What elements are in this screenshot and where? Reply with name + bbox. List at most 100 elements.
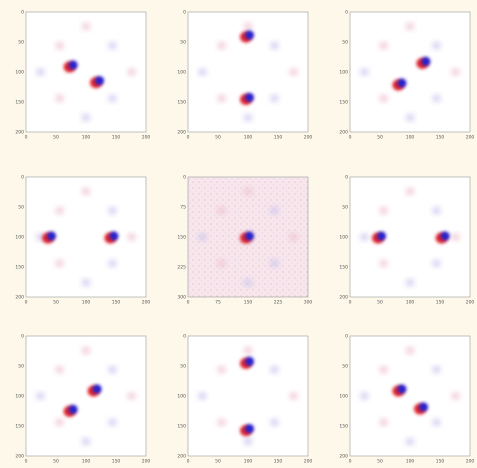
x-tick-label: 0 bbox=[25, 459, 28, 465]
faint-blob bbox=[360, 393, 368, 400]
faint-blob bbox=[432, 42, 440, 49]
blue-lobe bbox=[245, 424, 254, 433]
x-tick-label: 75 bbox=[215, 300, 221, 306]
y-tick-label: 0 bbox=[183, 175, 186, 181]
faint-blob bbox=[108, 260, 116, 267]
blue-lobe bbox=[109, 232, 118, 241]
faint-blob bbox=[452, 69, 460, 76]
blue-lobe bbox=[397, 385, 406, 394]
panel: 050100150200050100150200 bbox=[177, 334, 312, 465]
faint-blob bbox=[218, 95, 226, 102]
x-tick-label: 200 bbox=[304, 459, 313, 465]
y-tick-label: 100 bbox=[177, 70, 186, 76]
x-tick-label: 100 bbox=[82, 135, 91, 141]
faint-blob bbox=[128, 69, 136, 76]
y-tick-label: 100 bbox=[15, 394, 24, 400]
x-tick-label: 100 bbox=[244, 459, 253, 465]
faint-blob bbox=[108, 366, 116, 373]
faint-blob bbox=[108, 207, 116, 214]
faint-blob bbox=[290, 393, 298, 400]
y-tick-label: 50 bbox=[180, 40, 186, 46]
faint-blob bbox=[198, 234, 206, 241]
y-tick-label: 0 bbox=[21, 334, 24, 340]
page: 0501001502000501001502000501001502000501… bbox=[0, 0, 477, 468]
x-tick-label: 200 bbox=[466, 459, 475, 465]
faint-blob bbox=[406, 23, 414, 30]
faint-blob bbox=[244, 23, 252, 30]
blue-lobe bbox=[397, 79, 406, 88]
y-tick-label: 200 bbox=[177, 130, 186, 136]
faint-blob bbox=[380, 260, 388, 267]
x-tick-label: 0 bbox=[187, 300, 190, 306]
faint-blob bbox=[432, 95, 440, 102]
x-tick-label: 200 bbox=[304, 135, 313, 141]
x-tick-label: 100 bbox=[406, 135, 415, 141]
faint-blob bbox=[108, 419, 116, 426]
y-tick-label: 100 bbox=[339, 235, 348, 241]
faint-blob bbox=[36, 393, 44, 400]
faint-blob bbox=[406, 188, 414, 195]
x-tick-label: 300 bbox=[304, 300, 313, 306]
y-tick-label: 150 bbox=[15, 100, 24, 106]
blue-lobe bbox=[441, 232, 450, 241]
x-tick-label: 50 bbox=[377, 135, 383, 141]
faint-blob bbox=[244, 114, 252, 121]
y-tick-label: 75 bbox=[180, 205, 186, 211]
x-tick-label: 200 bbox=[466, 300, 475, 306]
x-tick-label: 50 bbox=[53, 135, 59, 141]
x-tick-label: 100 bbox=[244, 135, 253, 141]
x-tick-label: 100 bbox=[406, 459, 415, 465]
x-tick-label: 50 bbox=[215, 459, 221, 465]
x-tick-label: 150 bbox=[274, 135, 283, 141]
x-tick-label: 50 bbox=[53, 459, 59, 465]
blue-lobe bbox=[245, 232, 254, 241]
faint-blob bbox=[432, 419, 440, 426]
faint-blob bbox=[244, 188, 252, 195]
x-tick-label: 100 bbox=[406, 300, 415, 306]
faint-blob bbox=[432, 260, 440, 267]
faint-blob bbox=[406, 347, 414, 354]
y-tick-label: 0 bbox=[183, 10, 186, 16]
y-tick-label: 100 bbox=[339, 394, 348, 400]
y-tick-label: 200 bbox=[339, 295, 348, 301]
x-tick-label: 0 bbox=[349, 300, 352, 306]
y-tick-label: 0 bbox=[21, 10, 24, 16]
faint-blob bbox=[270, 95, 278, 102]
faint-blob bbox=[360, 234, 368, 241]
y-tick-label: 0 bbox=[183, 334, 186, 340]
faint-blob bbox=[290, 69, 298, 76]
blue-lobe bbox=[245, 31, 254, 40]
blue-lobe bbox=[93, 385, 102, 394]
faint-blob bbox=[360, 69, 368, 76]
faint-blob bbox=[82, 23, 90, 30]
y-tick-label: 150 bbox=[177, 424, 186, 430]
x-tick-label: 0 bbox=[349, 135, 352, 141]
y-tick-label: 50 bbox=[342, 205, 348, 211]
x-tick-label: 150 bbox=[436, 459, 445, 465]
blue-lobe bbox=[95, 76, 104, 85]
x-tick-label: 225 bbox=[274, 300, 283, 306]
x-tick-label: 150 bbox=[112, 135, 121, 141]
faint-blob bbox=[270, 419, 278, 426]
faint-blob bbox=[56, 42, 64, 49]
faint-blob bbox=[36, 69, 44, 76]
faint-blob bbox=[380, 42, 388, 49]
x-tick-label: 150 bbox=[112, 459, 121, 465]
faint-blob bbox=[452, 393, 460, 400]
y-tick-label: 50 bbox=[342, 40, 348, 46]
faint-blob bbox=[198, 69, 206, 76]
y-tick-label: 100 bbox=[15, 70, 24, 76]
panel: 050100150200050100150200 bbox=[15, 334, 150, 465]
faint-blob bbox=[56, 207, 64, 214]
blue-lobe bbox=[419, 403, 428, 412]
blue-lobe bbox=[377, 232, 386, 241]
faint-blob bbox=[380, 95, 388, 102]
blue-lobe bbox=[47, 232, 56, 241]
faint-blob bbox=[270, 260, 278, 267]
y-tick-label: 0 bbox=[345, 10, 348, 16]
x-tick-label: 50 bbox=[377, 459, 383, 465]
panel: 050100150200050100150200 bbox=[15, 175, 150, 306]
faint-blob bbox=[270, 42, 278, 49]
